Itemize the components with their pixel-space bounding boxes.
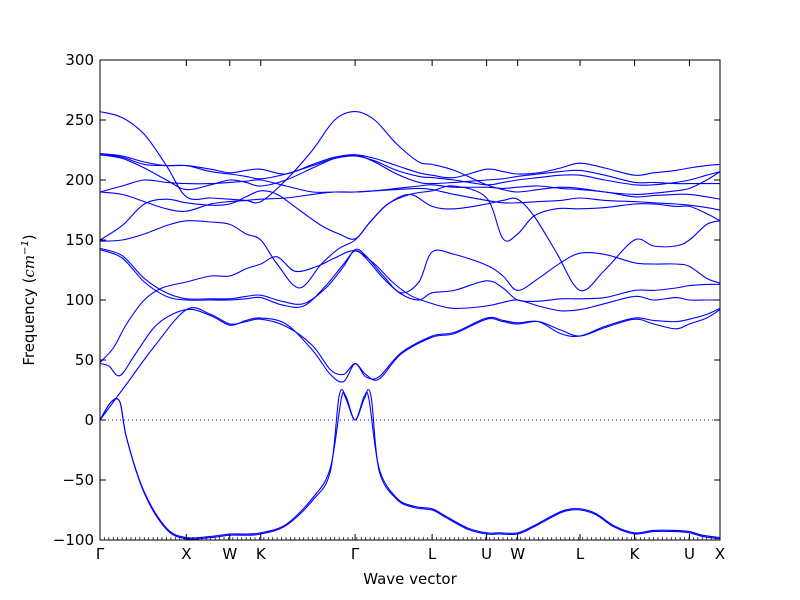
x-tick-label: X xyxy=(181,545,191,563)
x-tick-label: U xyxy=(481,545,492,563)
y-tick-label: 250 xyxy=(65,111,94,129)
band-line-2 xyxy=(99,388,721,540)
y-tick-label: 100 xyxy=(65,291,94,309)
band-line-11 xyxy=(99,179,721,200)
y-tick-label: 200 xyxy=(65,171,94,189)
y-tick-label: 300 xyxy=(65,51,94,69)
band-line-9 xyxy=(99,185,721,242)
y-tick-label: 150 xyxy=(65,231,94,249)
band-line-7 xyxy=(99,247,721,305)
x-tick-label: W xyxy=(510,545,525,563)
band-line-4 xyxy=(99,307,721,383)
band-line-14 xyxy=(99,153,721,179)
x-tick-label: K xyxy=(630,545,641,563)
band-line-3 xyxy=(99,307,721,421)
x-tick-label: Γ xyxy=(351,545,360,563)
y-tick-label: 50 xyxy=(75,351,94,369)
band-line-1 xyxy=(99,391,721,539)
y-tick-label: −50 xyxy=(62,471,94,489)
x-axis-title: Wave vector xyxy=(363,570,457,588)
x-tick-label: Γ xyxy=(96,545,105,563)
x-tick-label: L xyxy=(576,545,585,563)
band-line-15 xyxy=(99,111,721,204)
y-tick-label: −100 xyxy=(53,531,94,549)
band-line-5 xyxy=(99,250,720,363)
x-tick-label: X xyxy=(715,545,725,563)
y-tick-label: 0 xyxy=(84,411,94,429)
plot-frame xyxy=(99,59,721,541)
band-line-6 xyxy=(99,249,721,308)
y-axis-title: Frequency (cm−1) xyxy=(20,234,38,365)
x-tick-label: K xyxy=(256,545,267,563)
x-tick-label: U xyxy=(684,545,695,563)
y-axis-title-exponent: −1 xyxy=(20,240,31,255)
plot-area xyxy=(99,111,721,540)
y-axis-title-close: ) xyxy=(20,234,38,240)
band-line-12 xyxy=(99,154,720,191)
band-line-10 xyxy=(99,187,721,212)
band-line-8 xyxy=(99,193,721,292)
x-tick-label: L xyxy=(428,545,437,563)
y-axis-title-main: Frequency ( xyxy=(20,278,38,366)
x-tick-label: W xyxy=(222,545,237,563)
y-axis-title-unit: cm xyxy=(20,255,38,278)
band-line-13 xyxy=(99,153,721,186)
